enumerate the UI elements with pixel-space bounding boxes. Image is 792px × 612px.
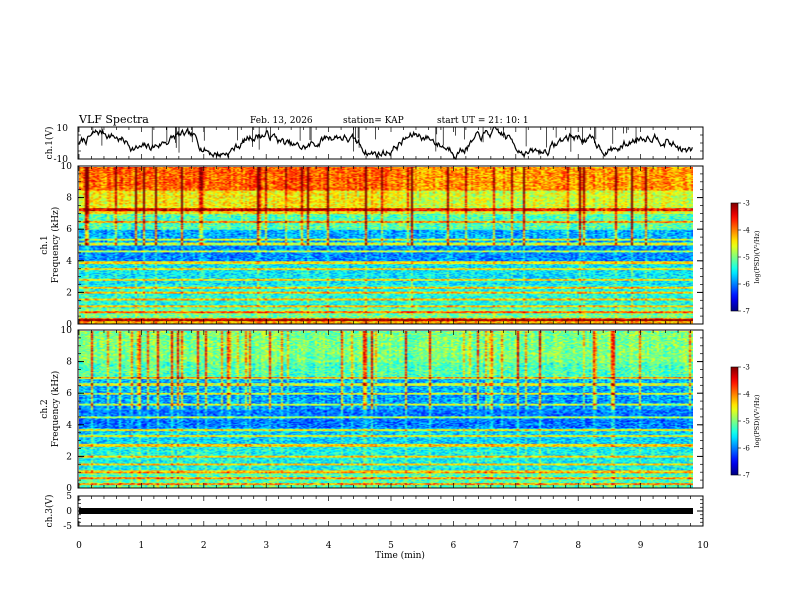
ch2-spec-ytick-label: 10	[61, 326, 73, 336]
time-tick-label: 4	[326, 541, 332, 551]
time-tick-label: 0	[76, 541, 82, 551]
ch1-spec-ytick-label: 4	[66, 257, 72, 267]
ch3-voltage-axis-label: ch.3(V)	[44, 495, 55, 528]
time-tick-label: 6	[451, 541, 457, 551]
ch1-colorbar-tick-label: -7	[743, 308, 750, 316]
ch2-colorbar-tick-label: -3	[743, 364, 750, 372]
ch1-waveform-line	[78, 126, 693, 161]
ch2-colorbar-tick-label: -7	[743, 472, 750, 480]
date-label: Feb. 13, 2026	[250, 116, 313, 126]
ch1-frequency-axis-label: Frequency (kHz)	[50, 207, 61, 284]
ch1-colorbar-tick-label: -5	[743, 254, 750, 262]
ch1-spec-ytick-label: 6	[66, 225, 72, 235]
time-tick-label: 2	[201, 541, 207, 551]
time-tick-label: 1	[139, 541, 145, 551]
ch2-spec-ytick-label: 4	[66, 421, 72, 431]
start-time-label: start UT = 21: 10: 1	[437, 116, 529, 126]
ch2-spec-ytick-label: 0	[66, 484, 72, 494]
ch1-voltage-axis-label: ch.1(V)	[44, 127, 55, 160]
ch3-ytick-label: -5	[63, 522, 72, 532]
time-axis-label: Time (min)	[375, 550, 425, 561]
ch2-spectrogram-channel-label: ch.2	[40, 399, 50, 418]
ch2-spectrogram-image	[79, 331, 693, 488]
ch2-frequency-axis-label: Frequency (kHz)	[50, 371, 61, 448]
ch2-colorbar-tick-label: -4	[743, 391, 750, 399]
time-tick-label: 10	[697, 541, 709, 551]
ch2-colorbar-scale	[730, 366, 739, 476]
time-tick-label: 7	[513, 541, 519, 551]
ch1-waveform-panel: 10 -10	[54, 124, 704, 165]
ch1-colorbar-scale	[730, 202, 739, 312]
ch1-ytick-bottom: -10	[54, 155, 69, 165]
ch1-spec-ytick-label: 0	[66, 320, 72, 330]
ch1-colorbar-tick-label: -3	[743, 200, 750, 208]
ch3-ytick-label: 5	[66, 492, 72, 502]
time-tick-label: 3	[263, 541, 269, 551]
ch2-spec-ytick-label: 2	[66, 452, 72, 462]
ch1-ytick-top: 10	[57, 124, 69, 134]
ch1-spec-ytick-label: 2	[66, 288, 72, 298]
figure-title: VLF Spectra	[78, 113, 149, 126]
ch1-spectrogram-image	[79, 167, 693, 324]
ch3-signal-bar	[79, 508, 693, 514]
time-axis: 0 1 2 3 4 5 6 7 8 9 10	[76, 541, 709, 551]
ch2-colorbar-tick-label: -6	[743, 445, 750, 453]
ch2-colorbar-tick-label: -5	[743, 418, 750, 426]
time-tick-label: 9	[638, 541, 644, 551]
ch2-colorbar: -3 -4 -5 -6 -7 log(PSD)(V²/Hz)	[730, 364, 761, 480]
ch2-spec-ytick-label: 6	[66, 389, 72, 399]
ch1-spec-ytick-label: 8	[66, 194, 72, 204]
ch2-spec-ytick-label: 8	[66, 358, 72, 368]
ch1-colorbar-label: log(PSD)(V²/Hz)	[753, 230, 761, 283]
ch1-spec-ytick-label: 10	[61, 162, 73, 172]
ch1-spectrogram-panel: 0 2 4 6 8 10	[61, 162, 704, 330]
ch3-ytick-label: 0	[66, 507, 72, 517]
time-tick-label: 8	[575, 541, 581, 551]
station-label: station= KAP	[343, 116, 404, 126]
ch3-panel: 5 0 -5	[63, 492, 704, 532]
ch1-colorbar-tick-label: -4	[743, 227, 750, 235]
ch1-colorbar-tick-label: -6	[743, 281, 750, 289]
ch1-colorbar: -3 -4 -5 -6 -7 log(PSD)(V²/Hz)	[730, 200, 761, 316]
ch2-colorbar-label: log(PSD)(V²/Hz)	[753, 394, 761, 447]
time-tick-label: 5	[388, 541, 394, 551]
ch1-spectrogram-channel-label: ch.1	[40, 235, 50, 254]
ch2-spectrogram-panel: 0 2 4 6 8 10	[61, 326, 704, 494]
